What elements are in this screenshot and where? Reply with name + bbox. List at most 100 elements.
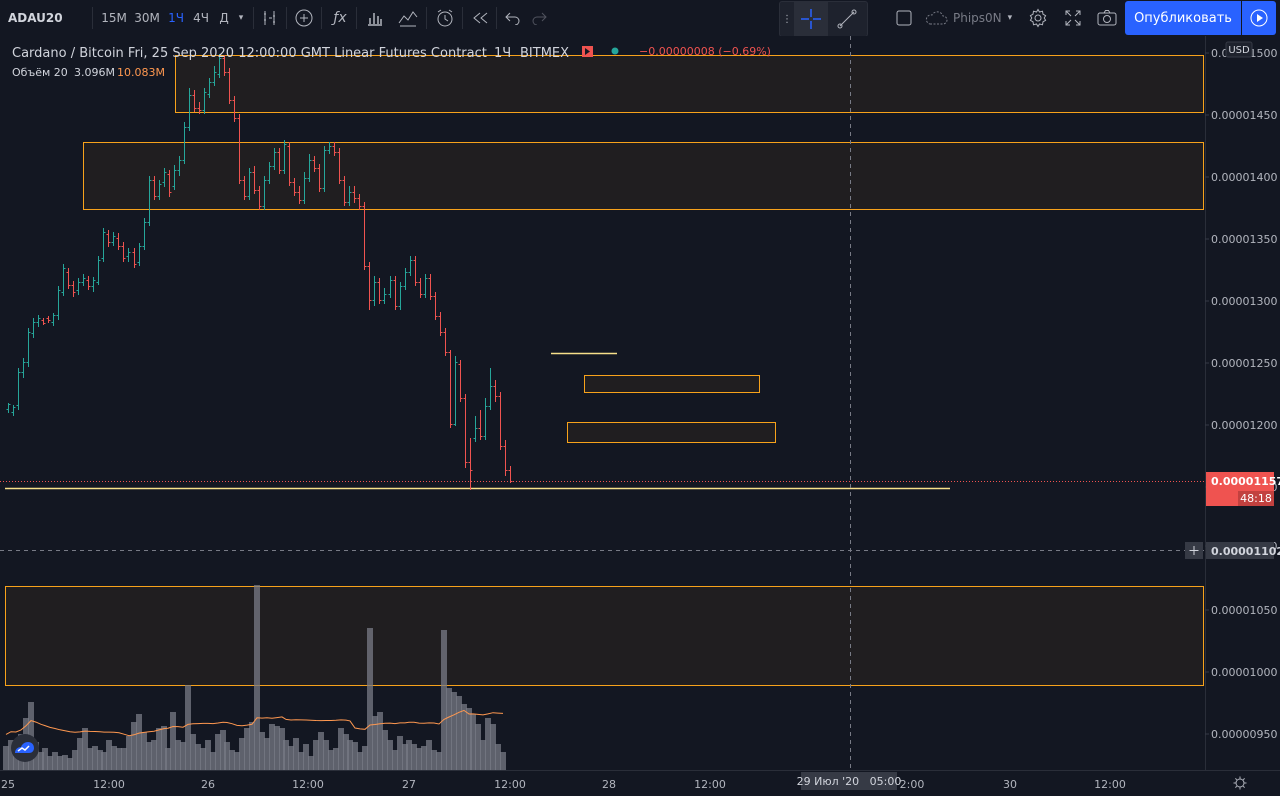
- price-bar: [202, 88, 207, 114]
- supply-zone-middle[interactable]: [83, 142, 1204, 210]
- alert-button[interactable]: [432, 0, 458, 36]
- indicators-bars-button[interactable]: [258, 0, 282, 36]
- volume-bar: [175, 740, 181, 770]
- redo-button[interactable]: [528, 0, 550, 36]
- price-bar: [277, 148, 282, 174]
- price-bar: [187, 88, 192, 131]
- price-bar: [21, 358, 26, 378]
- fullscreen-icon: [1065, 10, 1081, 26]
- clock-settings-icon: [1233, 776, 1247, 790]
- undo-button[interactable]: [502, 0, 524, 36]
- volume-bar: [156, 728, 162, 770]
- volume-bar: [38, 752, 44, 770]
- fullscreen-button[interactable]: [1060, 0, 1086, 36]
- volume-bar: [480, 740, 486, 770]
- volume-bar: [470, 714, 476, 770]
- interval-4h[interactable]: 4Ч: [189, 0, 213, 36]
- countdown-label: 48:18: [1240, 492, 1272, 505]
- crosshair-add-button[interactable]: [1185, 542, 1203, 559]
- price-bar: [157, 180, 162, 200]
- volume-bar: [146, 742, 152, 770]
- drag-handle[interactable]: ⋮: [782, 13, 792, 25]
- tradingview-logo[interactable]: [11, 734, 39, 762]
- interval-label: 30M: [134, 11, 160, 25]
- cloud-label: Phips0N: [953, 11, 1002, 25]
- price-bar: [302, 172, 307, 204]
- publish-button[interactable]: Опубликовать: [1125, 1, 1241, 35]
- play-button[interactable]: [1242, 1, 1276, 35]
- trendline-tool-button[interactable]: [830, 2, 864, 36]
- interval-label: 4Ч: [193, 11, 209, 25]
- volume-bar: [254, 585, 260, 770]
- volume-bar: [165, 748, 171, 770]
- price-tick-label: 0.00001350: [1211, 233, 1277, 246]
- interval-30m[interactable]: 30M: [131, 0, 163, 36]
- small-zone-upper[interactable]: [584, 375, 760, 393]
- price-bar: [91, 277, 96, 292]
- volume-bars: [3, 585, 506, 770]
- price-bar: [357, 194, 362, 210]
- price-axis[interactable]: 0.000015000.000014500.000014000.00001350…: [1205, 36, 1280, 771]
- cloud-save-button[interactable]: Phips0N ▾: [924, 0, 1022, 36]
- settings-button[interactable]: [1025, 0, 1051, 36]
- interval-dropdown[interactable]: ▾: [234, 0, 248, 36]
- volume-bar: [82, 728, 88, 770]
- volume-bar: [72, 750, 78, 770]
- price-bar: [463, 394, 468, 468]
- chart-type-button[interactable]: [362, 0, 388, 36]
- screenshot-button[interactable]: [1094, 0, 1120, 36]
- currency-badge: USD: [1225, 41, 1253, 58]
- add-symbol-icon: [295, 9, 313, 27]
- volume-bar: [333, 748, 339, 770]
- chart-canvas[interactable]: 0.000015000.000014500.000014000.00001350…: [0, 36, 1280, 796]
- interval-15m[interactable]: 15M: [98, 0, 130, 36]
- small-zone-lower[interactable]: [567, 422, 776, 443]
- drawing-floating-toolbar: ⋮: [779, 1, 868, 37]
- price-bar: [423, 274, 428, 298]
- demand-zone-bottom[interactable]: [5, 586, 1204, 686]
- symbol-search[interactable]: ADAU20: [8, 0, 90, 36]
- volume-bar: [126, 736, 132, 770]
- volume-bar: [92, 746, 98, 770]
- supply-zone-top[interactable]: [175, 55, 1204, 113]
- time-axis[interactable]: 25 12:00 26 12:00 27 12:00 28 12:00 2:00 30 12:00 …: [0, 770, 1280, 796]
- indicators-button[interactable]: ƒx: [328, 0, 352, 36]
- chevron-down-icon: ▾: [1007, 13, 1013, 23]
- volume-bar: [411, 744, 417, 770]
- price-bar: [297, 186, 302, 204]
- crosshair-tool-button[interactable]: [794, 2, 828, 36]
- price-bar: [398, 282, 403, 310]
- volume-bar: [372, 716, 378, 770]
- rectangle-icon: [896, 10, 912, 26]
- volume-bar: [490, 724, 496, 770]
- clock-settings-button[interactable]: [1233, 776, 1247, 790]
- layout-button[interactable]: [890, 0, 918, 36]
- price-bar: [262, 176, 267, 210]
- price-bar: [247, 168, 252, 200]
- price-bar: [473, 416, 478, 442]
- top-toolbar: ADAU20 15M 30M 1Ч 4Ч Д ▾ ƒx ⋮: [0, 0, 1280, 37]
- compare-button[interactable]: [395, 0, 421, 36]
- replay-button[interactable]: [468, 0, 492, 36]
- volume-bar: [220, 730, 226, 770]
- price-bar: [227, 68, 232, 104]
- price-tick-label: 0.00001200: [1211, 419, 1277, 432]
- volume-bar: [323, 740, 329, 770]
- time-tick-label: 25: [1, 778, 15, 791]
- indicators-bars-icon: [264, 11, 275, 25]
- volume-bar: [239, 738, 245, 770]
- price-bar: [86, 276, 91, 290]
- volume-bar: [62, 755, 68, 770]
- volume-bar: [116, 748, 122, 770]
- price-bar: [382, 288, 387, 304]
- volume-bar: [382, 730, 388, 770]
- price-bar: [137, 243, 142, 266]
- price-bar: [16, 368, 21, 410]
- volume-bar: [362, 746, 368, 770]
- volume-bar: [328, 750, 334, 770]
- add-symbol-button[interactable]: [292, 0, 316, 36]
- interval-1d[interactable]: Д: [214, 0, 234, 36]
- volume-bar: [229, 750, 235, 770]
- interval-1h[interactable]: 1Ч: [164, 0, 188, 36]
- volume-bar: [87, 748, 93, 770]
